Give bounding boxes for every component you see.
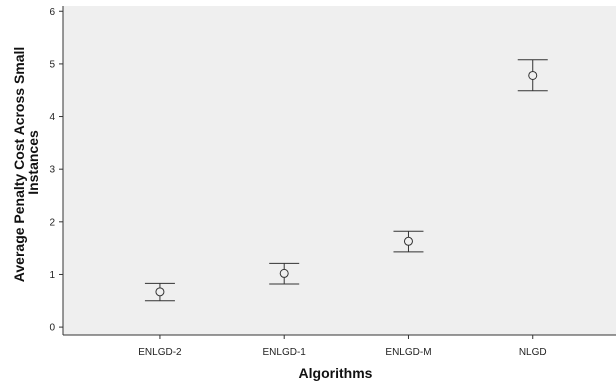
mean-point (528, 70, 538, 80)
mean-point (279, 268, 289, 278)
x-axis: ENLGD-2 ENLGD-1 ENLGD-M NLGD (63, 334, 616, 358)
y-tick-label: 1 (49, 270, 55, 281)
y-tick-label: 2 (49, 217, 55, 228)
x-tick-label: ENLGD-1 (263, 347, 307, 358)
mean-point (403, 236, 413, 246)
y-axis-title-line-1: Average Penalty Cost Across Small (11, 47, 27, 283)
x-tick-label: ENLGD-M (385, 347, 431, 358)
y-tick-label: 0 (49, 323, 55, 334)
error-bar-group (393, 230, 424, 253)
plot-area (63, 6, 616, 335)
mean-point (155, 287, 165, 297)
y-axis-title: Average Penalty Cost Across Small Instan… (11, 43, 41, 282)
data-marks (144, 59, 548, 302)
y-axis: 0 1 2 3 4 5 6 (49, 6, 64, 335)
error-bar-group (517, 59, 548, 92)
x-axis-title: Algorithms (299, 365, 373, 381)
x-tick-label: ENLGD-2 (138, 347, 182, 358)
y-axis-title-line-2: Instances (25, 130, 41, 195)
error-bar-group (144, 282, 175, 302)
y-tick-label: 4 (49, 112, 55, 123)
y-tick-label: 5 (49, 59, 55, 70)
y-tick-label: 6 (49, 7, 55, 18)
error-bar-group (269, 262, 300, 285)
y-tick-label: 3 (49, 165, 55, 176)
x-tick-label: NLGD (519, 347, 547, 358)
